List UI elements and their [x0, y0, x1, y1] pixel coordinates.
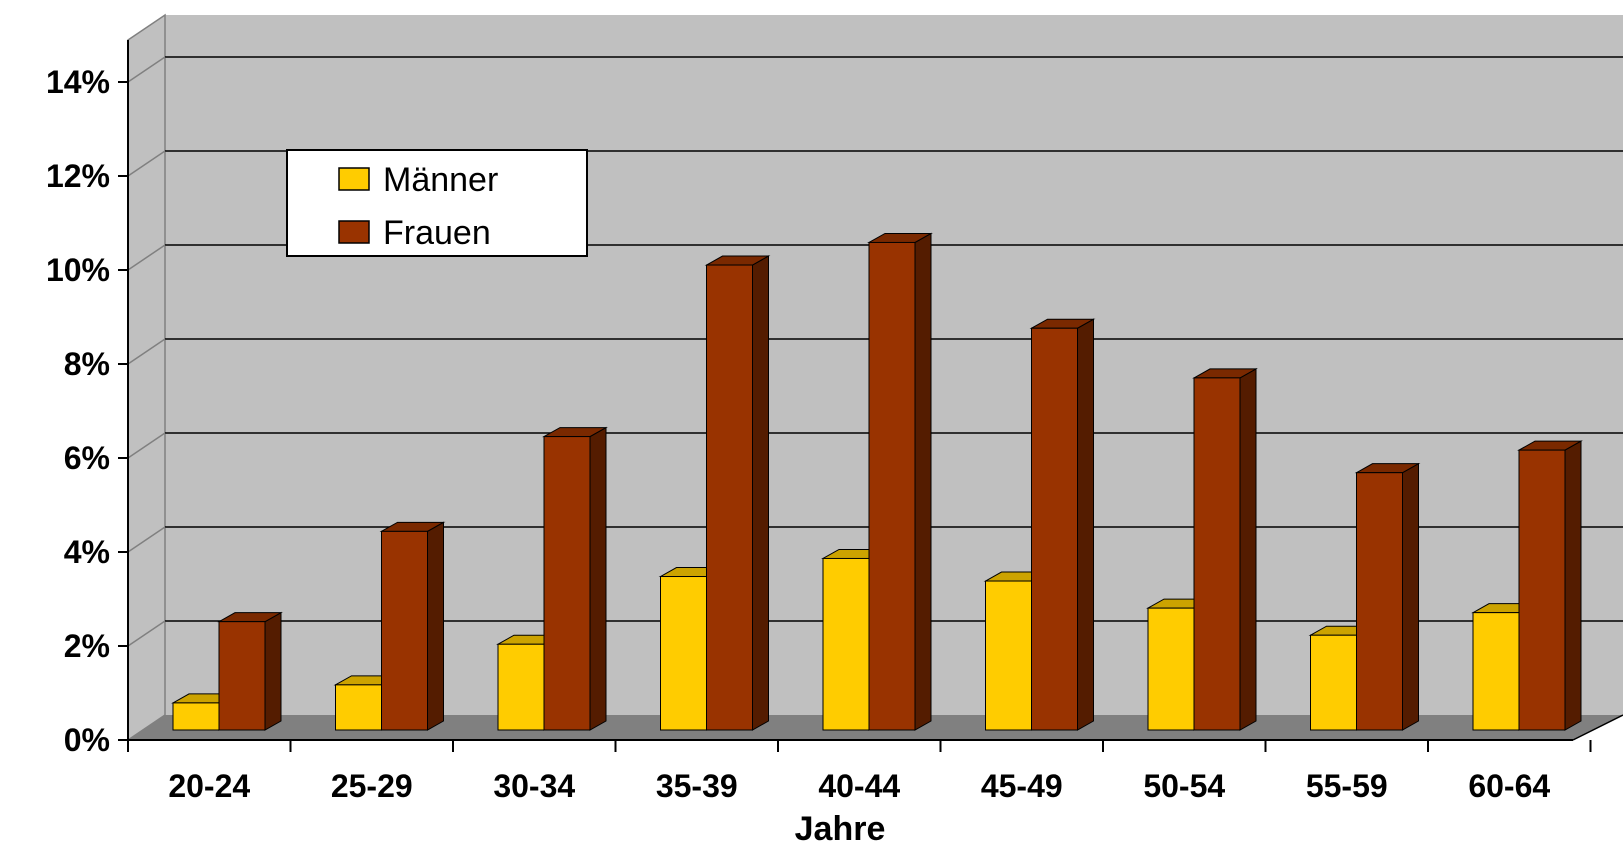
legend-label-frauen: Frauen	[383, 214, 491, 252]
y-tick-label: 12%	[46, 158, 110, 194]
bar-front	[218, 621, 266, 731]
bar-front	[335, 684, 382, 731]
bar-side	[752, 255, 769, 731]
side-gridline	[127, 244, 166, 271]
side-wall	[127, 13, 166, 742]
bar-side	[589, 426, 607, 731]
axes	[127, 40, 1623, 741]
bar-side	[1564, 440, 1582, 731]
bar-side	[427, 521, 444, 731]
bar-frauen-25-29	[379, 521, 446, 731]
side-gridline	[127, 526, 166, 553]
bar-front	[660, 576, 707, 731]
bar-front	[381, 530, 428, 731]
bar-frauen-30-34	[542, 426, 608, 731]
bar-front	[822, 557, 870, 731]
bar-frauen-55-59	[1354, 462, 1421, 731]
legend-swatch-maenner	[338, 167, 370, 191]
bar-side	[264, 611, 282, 731]
x-tick-label: 60-64	[1468, 768, 1550, 804]
bar-frauen-45-49	[1029, 318, 1096, 731]
x-tick-label: 30-34	[493, 768, 575, 804]
side-gridline	[127, 432, 166, 459]
side-gridline	[127, 338, 166, 365]
bar-front	[172, 702, 220, 731]
y-tick-label: 0%	[64, 722, 110, 758]
bar-front	[1472, 612, 1520, 731]
side-gridline	[127, 620, 166, 647]
bar-front	[1518, 449, 1566, 731]
bar-front	[1356, 472, 1403, 731]
y-tick-label: 14%	[46, 64, 110, 100]
bar-front	[868, 241, 916, 731]
bars	[171, 232, 1583, 731]
bar-frauen-35-39	[704, 255, 771, 731]
x-tick-label: 50-54	[1143, 768, 1225, 804]
bar-side	[1402, 462, 1419, 731]
legend: Männer Frauen	[286, 149, 588, 257]
floor-edge	[1572, 714, 1623, 741]
bar-side	[1239, 368, 1257, 731]
x-tick-label: 25-29	[331, 768, 413, 804]
legend-box	[286, 149, 588, 257]
x-tick-label: 55-59	[1306, 768, 1388, 804]
x-axis-title: Jahre	[795, 810, 886, 848]
bar-front	[985, 580, 1032, 731]
x-tick-label: 40-44	[818, 768, 900, 804]
side-gridline	[127, 56, 166, 83]
x-tick-label: 45-49	[981, 768, 1063, 804]
y-tick-label: 6%	[64, 440, 110, 476]
y-tick-label: 10%	[46, 252, 110, 288]
y-tick-label: 8%	[64, 346, 110, 382]
legend-label-maenner: Männer	[383, 161, 498, 199]
bar-front	[1031, 327, 1078, 731]
bar-frauen-50-54	[1192, 368, 1258, 731]
bar-front	[1147, 607, 1195, 731]
bar-frauen-40-44	[867, 232, 933, 731]
bar-front	[543, 436, 591, 731]
y-axis-ticks: 0% 2% 4% 6% 8% 10% 12% 14%	[46, 64, 128, 758]
bar-side	[1077, 318, 1094, 731]
x-axis-ticks: 20-24 25-29 30-34 35-39 40-44 45-49 50-54 55-59…	[127, 740, 1592, 804]
bar-front	[1310, 634, 1357, 731]
bar-front	[706, 264, 753, 731]
legend-swatch-frauen	[338, 220, 370, 244]
bar-front	[1193, 377, 1241, 731]
bar-frauen-20-24	[217, 611, 283, 731]
y-tick-label: 4%	[64, 534, 110, 570]
bar-side	[914, 232, 932, 731]
side-gridline	[127, 150, 166, 177]
y-tick-label: 2%	[64, 628, 110, 664]
x-tick-label: 35-39	[656, 768, 738, 804]
x-tick-label: 20-24	[168, 768, 250, 804]
bar-frauen-60-64	[1517, 440, 1583, 731]
bar-front	[497, 643, 545, 731]
